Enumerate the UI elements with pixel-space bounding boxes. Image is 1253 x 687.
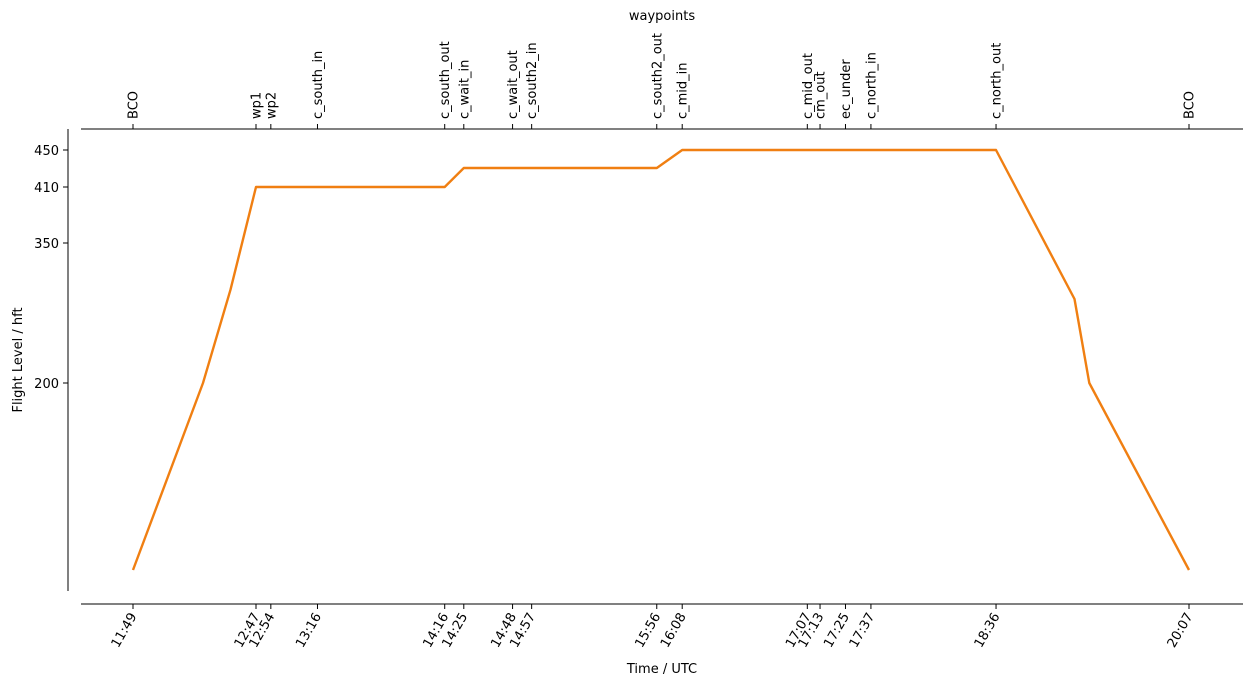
waypoint-label: wp1 [249,92,264,119]
time-tick-label: 13:16 [293,611,325,651]
plot-area [131,148,1191,571]
top-waypoint-axis: BCO wp1 wp2 c_south_in c_south_out c_wait_in c… [81,33,1243,130]
waypoint-label: wp2 [264,92,279,119]
flight-level-tick-label: 410 [34,181,59,196]
time-tick-label: 16:08 [658,611,690,651]
waypoint-label: c_north_in [864,52,879,119]
waypoint-label: c_wait_out [506,50,521,119]
time-tick-label: 11:49 [109,611,141,651]
waypoint-label: c_south2_in [525,42,540,119]
waypoint-label: c_mid_in [676,62,691,119]
y-axis-label: Flight Level / hft [11,307,26,412]
waypoint-label: ec_under [839,59,854,119]
time-tick-label: 18:36 [972,611,1004,651]
flight-level-tick-label: 200 [34,377,59,392]
waypoint-label: cm_out [814,71,829,119]
flight-level-tick-label: 350 [34,237,59,252]
waypoint-label: c_south2_out [650,33,665,119]
left-flight-level-axis: 200 350 410 450 [34,129,69,591]
time-tick-label: 17:37 [847,611,879,651]
x-axis-label: Time / UTC [626,662,697,677]
flight-level-series-line [131,148,1191,571]
chart-title: waypoints [629,9,695,24]
flight-level-tick-label: 450 [34,144,59,159]
waypoint-label: BCO [1183,91,1198,119]
time-tick-label: 20:07 [1165,611,1197,651]
waypoint-label: c_south_out [438,41,453,119]
waypoint-label: c_south_in [311,51,326,119]
waypoint-label: c_north_out [990,43,1005,119]
waypoint-label: BCO [127,91,142,119]
waypoint-label: c_wait_in [457,60,472,119]
waypoint-label: c_mid_out [801,53,816,119]
